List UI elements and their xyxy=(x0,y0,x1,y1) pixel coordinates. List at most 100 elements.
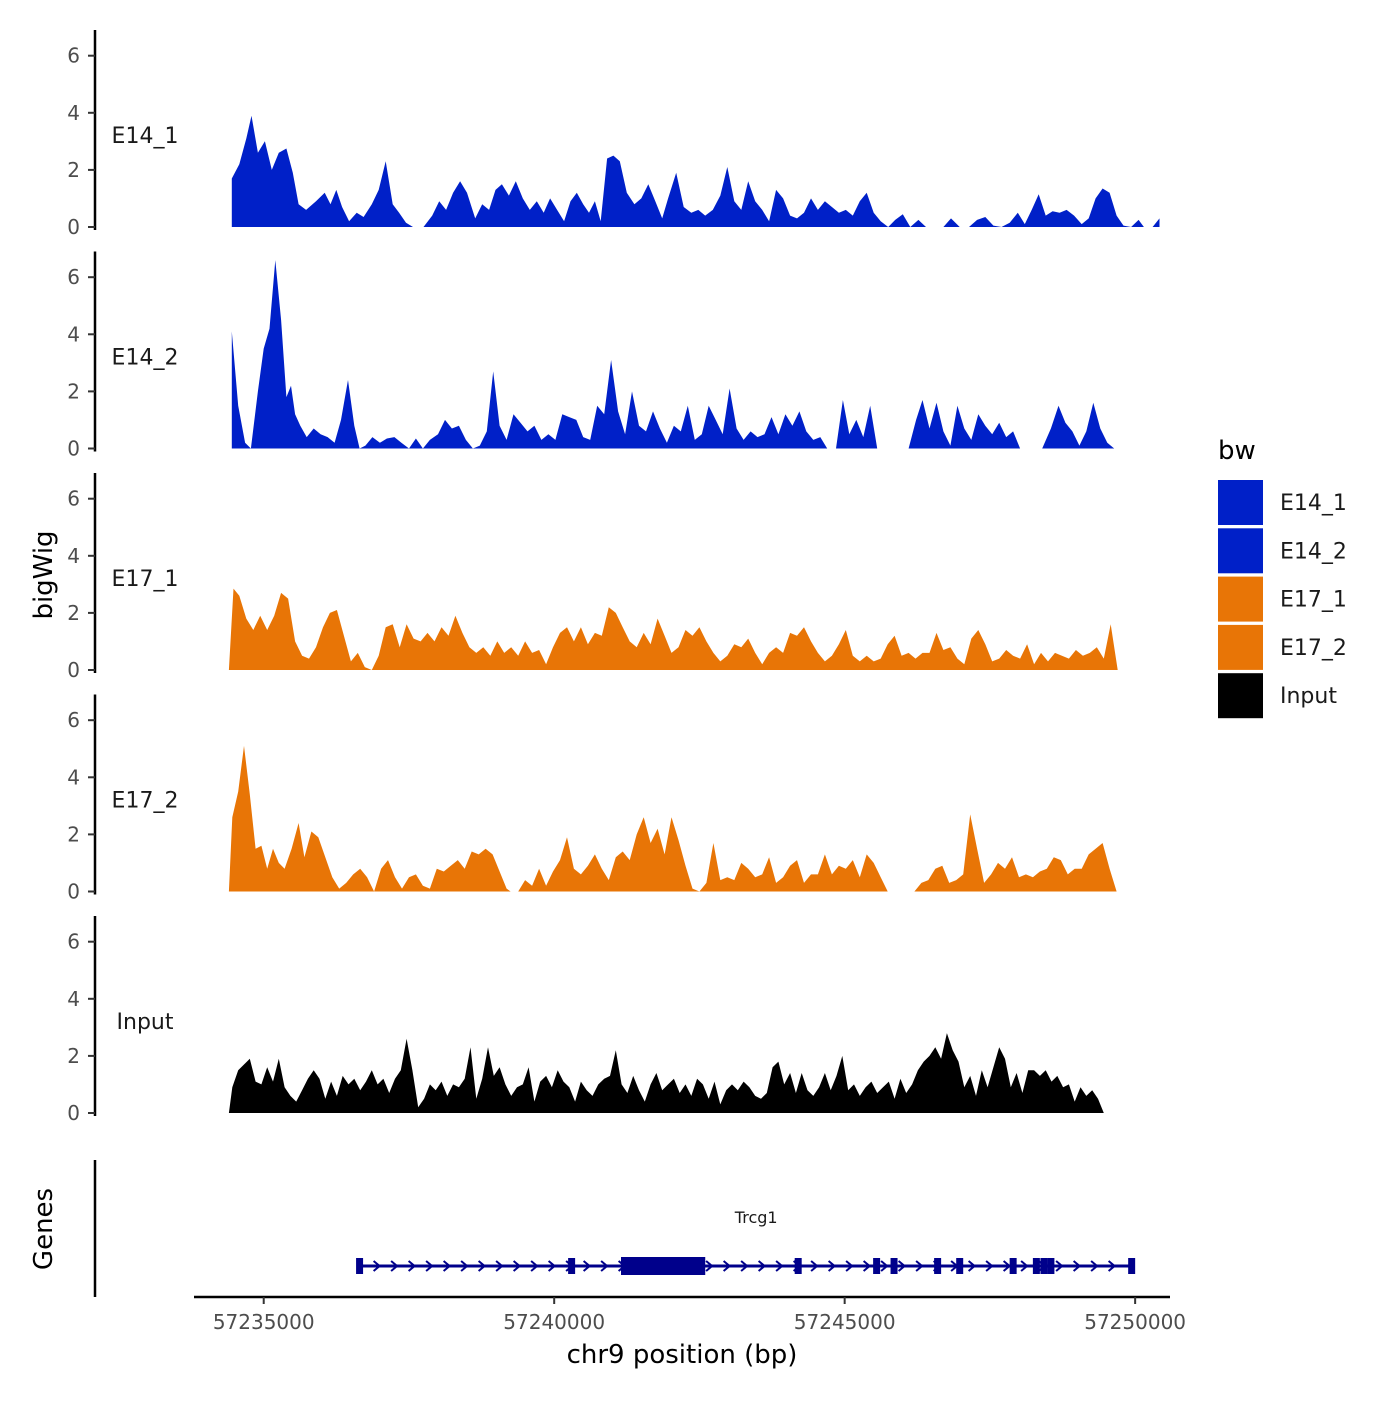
strand-arrow xyxy=(1055,1260,1064,1272)
x-tick-label: 57235000 xyxy=(213,1310,315,1334)
track-label: E14_2 xyxy=(112,346,179,371)
legend: bw E14_1 E14_2 E17_1 E17_2 Input xyxy=(1218,436,1347,719)
legend-label-E17_1: E17_1 xyxy=(1280,588,1347,613)
gene-exon xyxy=(1009,1258,1017,1274)
x-axis-title: chr9 position (bp) xyxy=(567,1340,798,1370)
legend-label-E17_2: E17_2 xyxy=(1280,636,1347,661)
legend-swatch-E17_1 xyxy=(1218,576,1263,622)
strand-arrow xyxy=(880,1260,889,1272)
track-panel-E14_1: 0 2 4 6 E14_1 xyxy=(67,30,1160,239)
strand-arrow xyxy=(967,1260,977,1272)
gene-name-label: Trcg1 xyxy=(734,1208,778,1227)
coverage-area-E14_1 xyxy=(231,115,1160,227)
strand-arrow xyxy=(407,1260,417,1272)
strand-arrow xyxy=(582,1260,592,1272)
strand-arrow xyxy=(862,1260,872,1272)
y-tick-label: 4 xyxy=(67,101,80,125)
legend-label-Input: Input xyxy=(1280,684,1337,709)
y-axis-title: bigWig xyxy=(29,530,59,619)
strand-arrow xyxy=(1020,1260,1029,1272)
strand-arrow xyxy=(1090,1260,1099,1272)
gene-exon xyxy=(1032,1258,1040,1274)
strand-arrow xyxy=(827,1260,837,1272)
y-tick-label: 4 xyxy=(67,322,80,346)
track-panel-E17_1: 0 2 4 6 E17_1 xyxy=(67,473,1118,682)
gene-exon xyxy=(794,1258,802,1274)
strand-arrow xyxy=(810,1260,819,1272)
gene-exon xyxy=(956,1258,964,1274)
strand-arrow xyxy=(372,1260,382,1272)
gene-exon xyxy=(873,1258,881,1274)
y-tick-label: 2 xyxy=(67,379,80,403)
strand-arrow xyxy=(1107,1260,1117,1272)
x-tick-label: 57245000 xyxy=(794,1310,896,1334)
strand-arrow xyxy=(740,1260,749,1272)
strand-arrow xyxy=(985,1260,994,1272)
legend-label-E14_1: E14_1 xyxy=(1280,491,1347,516)
coverage-area-Input xyxy=(228,1033,1104,1113)
gene-exon xyxy=(1040,1258,1048,1274)
legend-title: bw xyxy=(1218,436,1256,466)
strand-arrow xyxy=(600,1260,609,1272)
gene-exon xyxy=(890,1258,898,1274)
strand-arrow xyxy=(477,1260,487,1272)
legend-swatch-E14_2 xyxy=(1218,528,1263,574)
y-tick-label: 4 xyxy=(67,765,80,789)
x-axis: chr9 position (bp) 57235000 57240000 57245… xyxy=(194,1295,1186,1370)
legend-swatch-E17_2 xyxy=(1218,624,1263,670)
y-tick-label: 0 xyxy=(67,215,80,239)
y-tick-label: 6 xyxy=(67,265,80,289)
y-tick-label: 4 xyxy=(67,544,80,568)
strand-arrow xyxy=(460,1260,469,1272)
track-label: E17_2 xyxy=(112,789,179,814)
track-panel-Input: 0 2 4 6 Input xyxy=(67,916,1104,1125)
gene-exon xyxy=(1128,1258,1136,1274)
coverage-area-E17_1 xyxy=(228,588,1118,670)
track-label: Input xyxy=(117,1010,174,1035)
legend-swatch-E14_1 xyxy=(1218,480,1263,525)
track-label: E14_1 xyxy=(112,124,179,149)
y-tick-label: 0 xyxy=(67,1101,80,1125)
y-tick-label: 6 xyxy=(67,44,80,68)
y-tick-label: 2 xyxy=(67,601,80,625)
strand-arrow xyxy=(1002,1260,1012,1272)
strand-arrow xyxy=(1072,1260,1082,1272)
strand-arrow xyxy=(442,1260,452,1272)
legend-swatch-Input xyxy=(1218,673,1263,719)
coverage-area-E14_2 xyxy=(231,260,1115,449)
gene-coding-block xyxy=(621,1257,706,1275)
y-tick-label: 2 xyxy=(67,822,80,846)
gene-exon xyxy=(568,1258,576,1274)
strand-arrow xyxy=(845,1260,854,1272)
track-panel-E14_2: 0 2 4 6 E14_2 xyxy=(67,251,1115,461)
track-panel-E17_2: 0 2 4 6 E17_2 xyxy=(67,694,1117,904)
strand-arrow xyxy=(547,1260,557,1272)
y-tick-label: 6 xyxy=(67,708,80,732)
gene-exon xyxy=(934,1258,942,1274)
x-tick-label: 57240000 xyxy=(503,1310,605,1334)
y-tick-label: 2 xyxy=(67,158,80,182)
y-tick-label: 0 xyxy=(67,880,80,904)
gene-exon xyxy=(1047,1258,1055,1274)
y-tick-label: 0 xyxy=(67,658,80,682)
strand-arrow xyxy=(425,1260,434,1272)
strand-arrow xyxy=(897,1260,907,1272)
legend-label-E14_2: E14_2 xyxy=(1280,539,1347,564)
strand-arrow xyxy=(757,1260,767,1272)
y-tick-label: 2 xyxy=(67,1044,80,1068)
x-tick-label: 57250000 xyxy=(1084,1310,1186,1334)
tracks-layer: 0 2 4 6 E14_1 0 2 4 6 E14_2 0 2 4 6 E17_1 0 2 4 6 E17_2 0 2 4 6… xyxy=(67,30,1160,1125)
genes-panel: Genes Trcg1 xyxy=(29,1160,1136,1297)
strand-arrow xyxy=(722,1260,732,1272)
y-tick-label: 6 xyxy=(67,930,80,954)
y-tick-label: 0 xyxy=(67,437,80,461)
gene-exon xyxy=(356,1258,364,1274)
strand-arrow xyxy=(915,1260,924,1272)
strand-arrow xyxy=(495,1260,504,1272)
strand-arrow xyxy=(512,1260,522,1272)
genes-panel-label: Genes xyxy=(29,1188,59,1270)
track-label: E17_1 xyxy=(112,567,179,592)
strand-arrow xyxy=(705,1260,714,1272)
